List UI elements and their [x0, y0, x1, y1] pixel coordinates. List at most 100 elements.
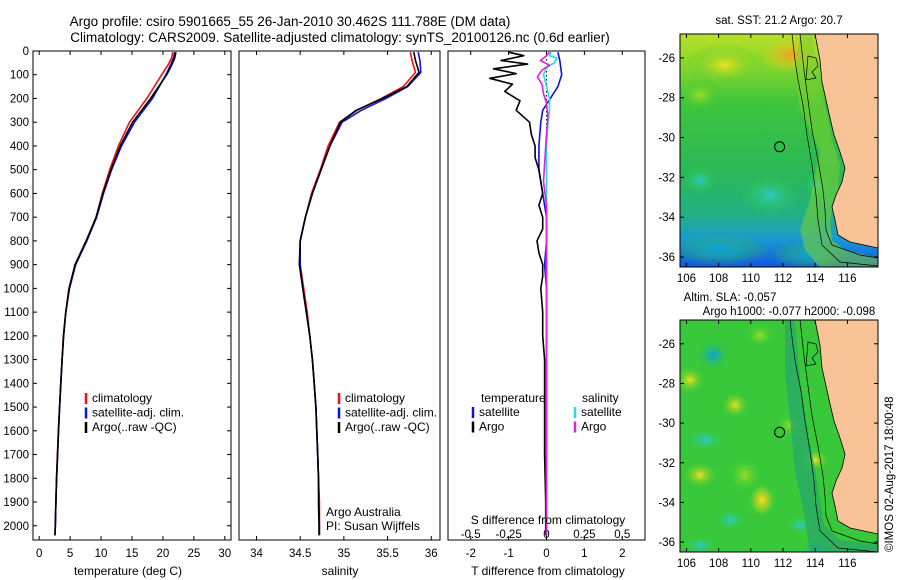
temperature-series — [54, 52, 177, 536]
sst-map: sat. SST: 21.2 Argo: 20.7 106 108 110 112 11… — [658, 15, 879, 285]
sst-map-ytick-label-0: -26 — [658, 53, 675, 65]
depth-tick-label-8: 800 — [10, 236, 29, 248]
temperature-axes-frame — [32, 50, 232, 541]
salinity-xtick-label-2: 35 — [337, 548, 350, 560]
sst-map-ytick-label-2: -30 — [658, 133, 675, 145]
sst-map-axes: 106 108 110 112 114 116 -26 -28 -30 -32 -34 -36 — [658, 34, 878, 285]
salinity-panel: 34 34.5 35 35.5 36 climatologysatellite-adj.… — [238, 50, 441, 578]
sla-map-xtick-label-3: 112 — [774, 558, 792, 570]
sla-map-xtick-label-1: 108 — [709, 558, 728, 570]
sla-map-xtick-label-2: 110 — [742, 558, 760, 570]
sst-map-ytick-label-4: -34 — [658, 212, 675, 224]
salinity-legend-label-2: Argo(..raw -QC) — [345, 420, 430, 434]
sst-map-title: sat. SST: 21.2 Argo: 20.7 — [715, 15, 842, 27]
salinity-xtick-label-4: 36 — [425, 548, 438, 560]
difference-series-3 — [536, 51, 551, 536]
legend-temperature-title: temperature — [481, 391, 546, 405]
difference-temp-legend-label-1: Argo — [479, 420, 505, 434]
temperature-panel: 0100200300400500600700800900100011001200… — [3, 46, 645, 578]
salinity-series-2 — [298, 52, 420, 536]
difference-xtick-label-4: 2 — [619, 548, 625, 560]
legend-salinity-title: salinity — [582, 391, 619, 405]
salinity-annotation-1: Argo Australia — [326, 505, 401, 519]
difference-legend: temperature salinitysatelliteArgosatellit… — [471, 391, 622, 434]
temperature-xtick-label-4: 20 — [157, 548, 170, 560]
difference-series — [488, 51, 563, 536]
sst-map-ytick-label-3: -32 — [658, 172, 675, 184]
salinity-xtick-label-0: 34 — [250, 548, 263, 560]
salinity-difference-label: S difference from climatology — [471, 513, 626, 527]
depth-tick-label-5: 500 — [10, 165, 29, 177]
temperature-series-2 — [54, 52, 177, 536]
difference-series-1 — [488, 51, 547, 536]
difference-xtick-label-0: -2 — [466, 548, 476, 560]
sla-field — [680, 320, 878, 552]
sst-map-ytick-label-5: -36 — [658, 252, 675, 264]
sla-map: Altim. SLA: -0.057 Argo h1000: -0.077 h2… — [658, 292, 879, 570]
sst-map-xtick-label-5: 116 — [838, 273, 856, 285]
sst-map-ytick-label-1: -28 — [658, 93, 675, 105]
salinity-difference-tick-label-0: -0.5 — [461, 529, 481, 541]
depth-tick-label-9: 900 — [10, 260, 29, 272]
sla-map-xtick-label-0: 106 — [677, 558, 696, 570]
difference-panel: -2 -1 0 1 2 -0.5 -0.25 0 0.25 0.5 temperature sal… — [447, 50, 646, 578]
salinity-difference-tick-label-3: 0.25 — [573, 529, 595, 541]
sst-map-xtick-label-4: 114 — [806, 273, 825, 285]
depth-tick-label-13: 1300 — [3, 355, 29, 367]
sla-map-title: Altim. SLA: -0.057 — [684, 292, 777, 304]
sla-map-ytick-label-2: -30 — [658, 418, 675, 430]
temperature-x-axis: 0 5 10 15 20 25 30 — [36, 51, 231, 560]
sst-map-frame — [679, 33, 879, 268]
sla-map-ytick-label-4: -34 — [658, 497, 675, 509]
depth-tick-label-20: 2000 — [3, 521, 29, 533]
depth-tick-label-10: 1000 — [3, 283, 29, 295]
depth-tick-label-1: 100 — [10, 70, 29, 82]
difference-sal-legend-label-0: satellite — [581, 405, 622, 419]
depth-tick-label-3: 300 — [10, 117, 29, 129]
salinity-x-label: salinity — [322, 564, 359, 578]
title-line-1: Argo profile: csiro 5901665_55 26-Jan-20… — [70, 14, 511, 29]
temperature-legend-label-0: climatology — [92, 391, 152, 405]
sla-land — [815, 320, 878, 534]
sst-field — [680, 34, 878, 267]
sla-map-axes: 106 108 110 112 114 116 -26 -28 -30 -32 -34 -36 — [658, 320, 878, 570]
salinity-difference-tick-label-1: -0.25 — [496, 529, 522, 541]
salinity-legend-label-0: climatology — [345, 391, 405, 405]
sst-land — [815, 34, 878, 248]
depth-tick-label-14: 1400 — [3, 378, 29, 390]
depth-tick-label-18: 1800 — [3, 473, 29, 485]
sla-map-ytick-label-1: -28 — [658, 378, 675, 390]
salinity-series — [298, 52, 422, 536]
sla-map-xtick-label-4: 114 — [806, 558, 825, 570]
depth-tick-label-6: 600 — [10, 188, 29, 200]
depth-tick-label-15: 1500 — [3, 402, 29, 414]
temperature-xtick-label-5: 25 — [187, 548, 200, 560]
depth-tick-label-16: 1600 — [3, 426, 29, 438]
temperature-x-label: temperature (deg C) — [74, 564, 182, 578]
title-line-2: Climatology: CARS2009. Satellite-adjuste… — [70, 30, 610, 45]
difference-xtick-label-2: 0 — [543, 548, 549, 560]
salinity-difference-tick-label-4: 0.5 — [614, 529, 630, 541]
salinity-annotation-2: PI: Susan Wijffels — [326, 519, 420, 533]
depth-tick-label-19: 1900 — [3, 497, 29, 509]
sla-map-ytick-label-3: -32 — [658, 458, 675, 470]
temperature-xtick-label-1: 5 — [67, 548, 73, 560]
salinity-legend-label-1: satellite-adj. clim. — [345, 406, 437, 420]
temperature-xtick-label-3: 15 — [126, 548, 139, 560]
sst-map-xtick-label-0: 106 — [677, 273, 696, 285]
depth-tick-label-12: 1200 — [3, 331, 29, 343]
sla-map-subtitle: Argo h1000: -0.077 h2000: -0.098 — [703, 306, 876, 318]
copyright-label: ©IMOS 02-Aug-2017 18:00:48 — [884, 396, 896, 552]
sla-map-ytick-label-0: -26 — [658, 339, 675, 351]
sla-map-ytick-label-5: -36 — [658, 537, 675, 549]
temperature-legend-label-2: Argo(..raw -QC) — [92, 420, 177, 434]
sst-map-xtick-label-3: 112 — [774, 273, 792, 285]
temperature-xtick-label-2: 10 — [95, 548, 108, 560]
sst-map-xtick-label-2: 110 — [742, 273, 760, 285]
difference-temp-legend-label-0: satellite — [479, 405, 520, 419]
depth-tick-label-2: 200 — [10, 93, 29, 105]
salinity-x-axis: 34 34.5 35 35.5 36 — [250, 51, 438, 560]
